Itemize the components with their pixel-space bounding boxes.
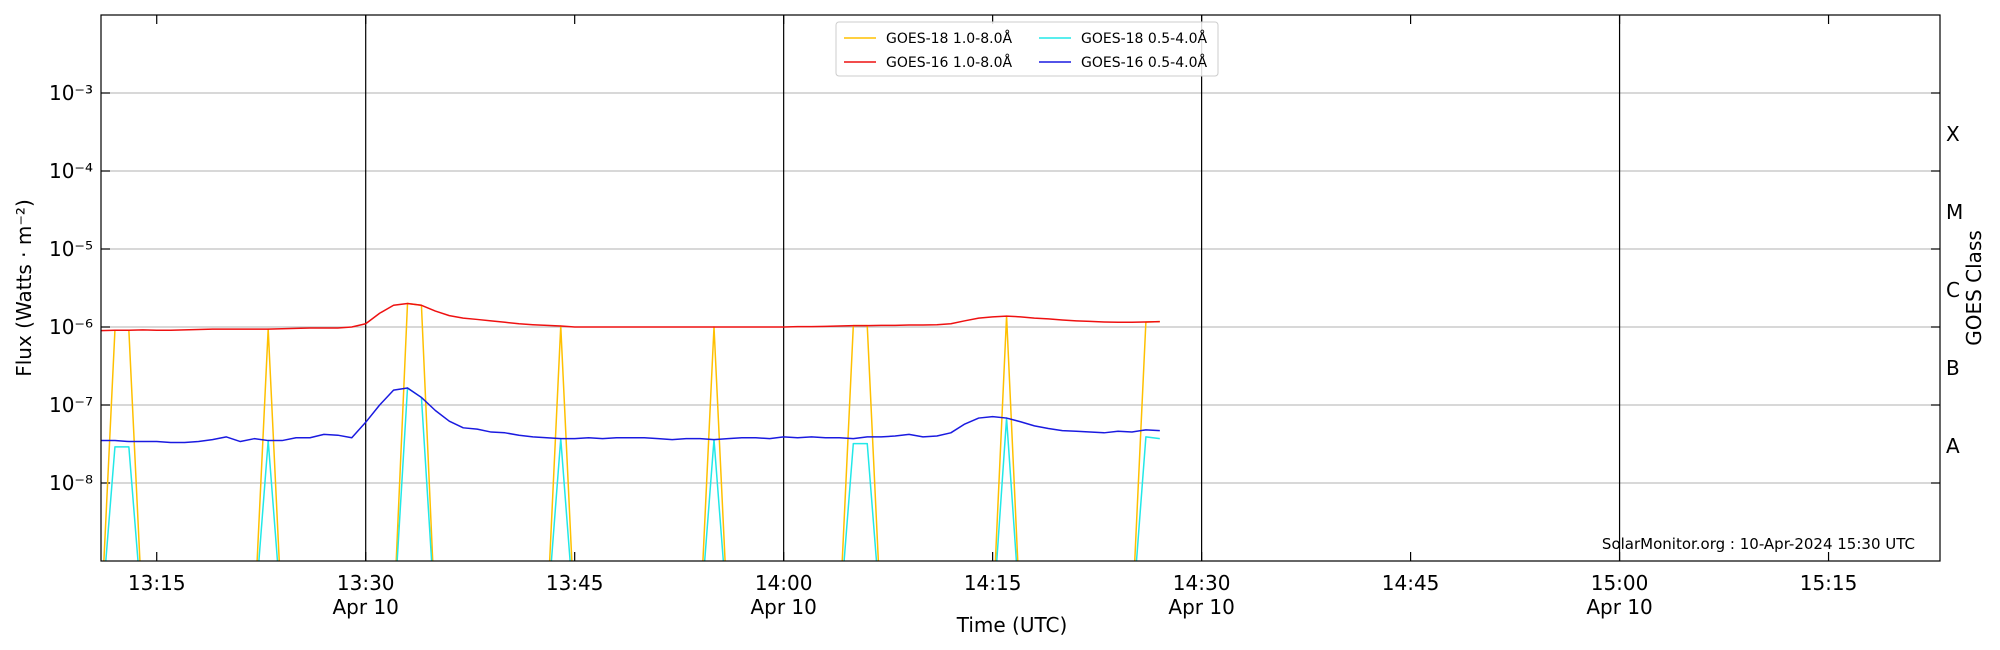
series-line [103,302,1160,561]
y-tick-label: 10⁻⁸ [49,471,93,495]
annotation: SolarMonitor.org : 10-Apr-2024 15:30 UTC [1602,535,1915,553]
y2-tick-label: C [1946,278,1960,302]
y-axis-label: Flux (Watts · m⁻²) [12,199,36,377]
y-tick-label: 10⁻⁴ [49,159,93,183]
x-tick-label: 14:30 [1173,571,1231,595]
x-tick-label: 14:00 [755,571,813,595]
y-tick-label: 10⁻⁷ [49,393,93,417]
x-tick-date: Apr 10 [1586,595,1652,619]
y2-tick-label: M [1946,200,1963,224]
x-tick-date: Apr 10 [333,595,399,619]
legend-label: GOES-18 0.5-4.0Å [1081,30,1207,47]
plot-frame [100,14,1941,562]
y2-tick-label: A [1946,434,1960,458]
x-tick-label: 13:30 [337,571,395,595]
y-tick-label: 10⁻⁶ [49,315,93,339]
x-tick-date: Apr 10 [1168,595,1234,619]
x-axis-label: Time (UTC) [956,613,1068,637]
x-tick-label: 14:15 [964,571,1022,595]
x-tick-label: 13:15 [128,571,186,595]
y2-axis-label: GOES Class [1962,230,1986,346]
legend-label: GOES-18 1.0-8.0Å [886,30,1012,47]
series-line [101,387,1160,444]
x-tick-label: 15:15 [1800,571,1858,595]
x-tick-date: Apr 10 [750,595,816,619]
legend: GOES-18 1.0-8.0Å GOES-16 1.0-8.0Å GOES-18 … [835,21,1219,77]
legend-label: GOES-16 1.0-8.0Å [886,54,1012,71]
y2-tick-label: B [1946,356,1960,380]
legend-label: GOES-16 0.5-4.0Å [1081,54,1207,71]
x-tick-label: 13:45 [546,571,604,595]
legend-box [835,21,1219,77]
x-tick-label: 15:00 [1591,571,1649,595]
x-tick-label: 14:45 [1382,571,1440,595]
y2-tick-label: X [1946,122,1960,146]
series-line [101,302,1160,332]
y-tick-label: 10⁻³ [49,81,93,105]
y-tick-label: 10⁻⁵ [49,237,93,261]
